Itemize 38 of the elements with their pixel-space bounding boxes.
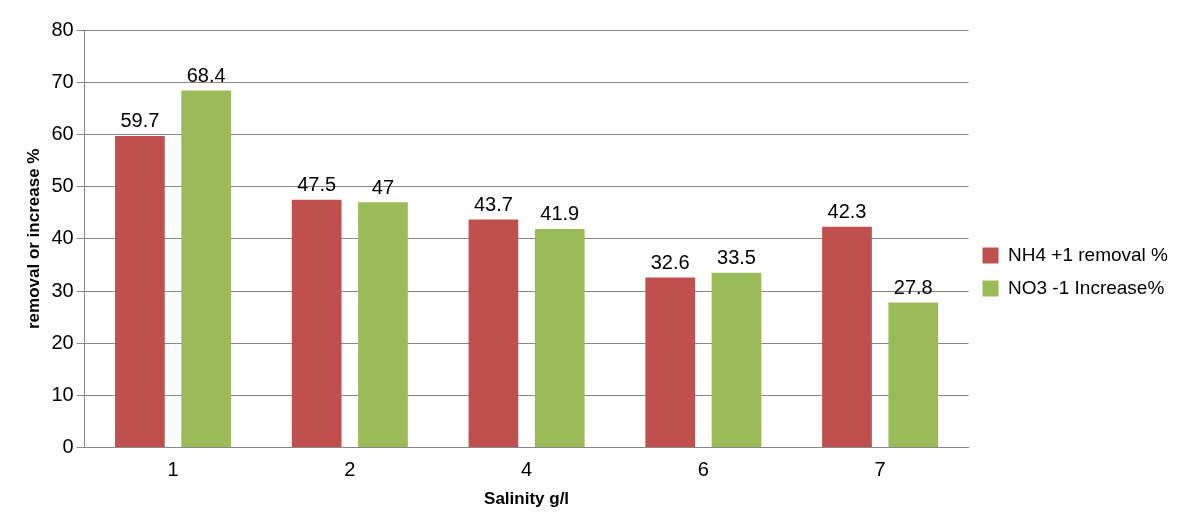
data-label: 41.9 [540, 202, 580, 225]
y-axis-title: removal or increase % [23, 148, 43, 330]
y-tick-label: 30 [51, 278, 74, 301]
y-tick-label: 20 [51, 330, 74, 353]
bar [181, 90, 232, 448]
y-tick-label: 10 [51, 382, 74, 405]
bar [711, 272, 762, 448]
y-tick-label: 0 [62, 435, 74, 458]
data-label: 68.4 [186, 64, 226, 87]
data-label: 47.5 [297, 173, 337, 196]
data-label: 27.8 [893, 276, 933, 298]
x-tick-label: 1 [167, 458, 179, 481]
y-tick-label: 70 [51, 69, 74, 92]
data-label: 32.6 [650, 250, 690, 273]
bar [888, 302, 939, 448]
y-tick-label: 50 [51, 174, 74, 197]
x-tick-label: 2 [344, 458, 356, 481]
bar [115, 135, 165, 448]
data-label: 47 [371, 175, 395, 198]
data-label: 43.7 [473, 193, 513, 215]
y-tick-label: 60 [51, 121, 74, 144]
bar [534, 228, 585, 448]
y-tick-label: 80 [51, 17, 74, 40]
bar [468, 219, 519, 448]
data-label: 59.7 [120, 109, 160, 132]
y-tick-label: 40 [51, 226, 74, 249]
bar [822, 226, 872, 448]
data-label: 33.5 [717, 246, 756, 269]
x-tick-label: 4 [521, 458, 533, 481]
x-tick-label: 7 [874, 458, 886, 481]
data-label: 42.3 [827, 200, 867, 223]
bar [291, 199, 342, 448]
x-axis-title: Salinity g/l [484, 489, 570, 509]
bar [358, 202, 408, 448]
bar [645, 277, 696, 448]
legend-label: NO3 -1 Increase% [1008, 276, 1165, 298]
x-tick-label: 6 [697, 458, 709, 481]
legend-label: NH4 +1 removal % [1008, 243, 1169, 265]
